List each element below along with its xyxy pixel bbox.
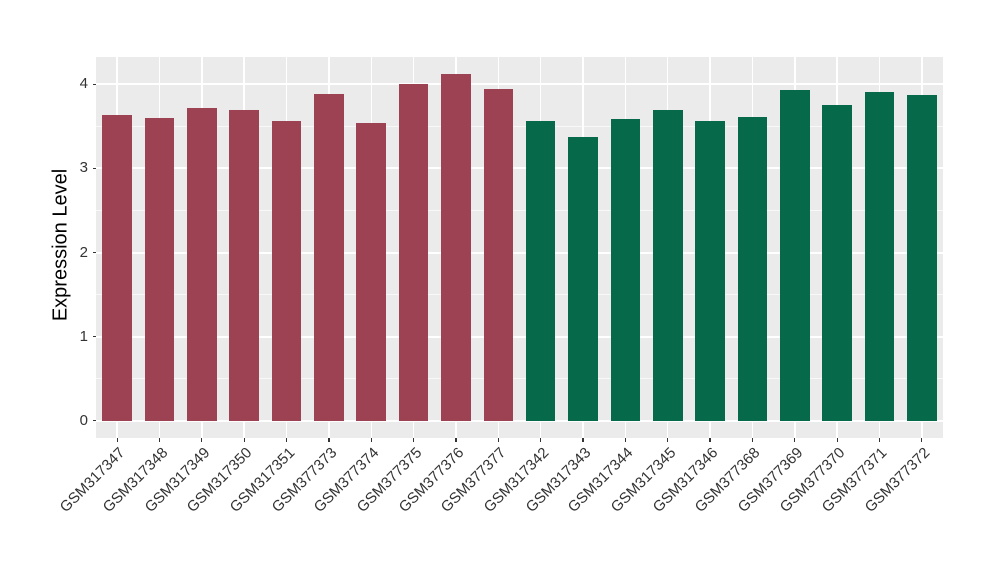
bar-GSM317351: [271, 121, 302, 421]
x-tick-mark: [497, 438, 499, 442]
x-tick-mark: [243, 438, 245, 442]
gridline-minor: [96, 378, 943, 380]
y-tick-mark: [92, 336, 96, 338]
x-tick-mark: [328, 438, 330, 442]
bar-GSM317344: [610, 118, 641, 421]
gridline-major: [96, 83, 943, 86]
x-tick-mark: [413, 438, 415, 442]
bar-GSM317347: [102, 114, 132, 421]
x-tick-mark: [921, 438, 923, 442]
bar-GSM377368: [737, 117, 768, 421]
bar-GSM377372: [907, 94, 937, 421]
bar-GSM377374: [356, 123, 387, 421]
x-tick-mark: [709, 438, 711, 442]
y-tick-label: 1: [79, 327, 88, 345]
gridline-major: [96, 167, 943, 170]
bar-GSM317342: [525, 121, 556, 421]
y-tick-mark: [92, 251, 96, 254]
gridline-major: [96, 335, 943, 338]
y-tick-mark: [92, 420, 96, 422]
x-tick-mark: [116, 438, 118, 442]
bar-GSM377373: [314, 93, 344, 421]
y-tick-label: 2: [79, 243, 88, 261]
y-tick-label: 3: [79, 159, 88, 177]
bar-GSM317350: [229, 109, 260, 421]
gridline-major: [96, 419, 943, 422]
y-tick-mark: [92, 167, 96, 170]
x-tick-mark: [540, 438, 542, 442]
x-tick-mark: [624, 438, 626, 442]
x-tick-mark: [836, 438, 838, 442]
gridline-minor: [96, 294, 943, 296]
y-tick-label: 0: [79, 411, 88, 429]
x-tick-mark: [582, 438, 584, 442]
x-tick-mark: [158, 438, 161, 442]
bar-GSM377377: [483, 89, 514, 421]
bar-GSM377369: [779, 90, 810, 421]
x-tick-mark: [667, 438, 669, 442]
gridline-minor: [96, 210, 943, 211]
x-tick-mark: [285, 438, 288, 442]
gridline-major: [96, 251, 943, 254]
bar-GSM377371: [864, 91, 895, 421]
x-tick-mark: [201, 438, 203, 442]
x-tick-mark: [878, 438, 881, 442]
bar-GSM317349: [187, 107, 217, 421]
bar-GSM317348: [144, 118, 175, 421]
plot-panel: [96, 57, 943, 438]
gridline-minor: [96, 125, 943, 127]
x-tick-mark: [794, 438, 796, 442]
x-tick-mark: [370, 438, 372, 442]
bar-GSM377370: [822, 104, 852, 421]
bar-GSM317345: [652, 109, 683, 421]
x-tick-mark: [455, 438, 457, 442]
bar-GSM317343: [568, 136, 598, 421]
y-tick-mark: [92, 83, 96, 85]
y-tick-label: 4: [79, 75, 88, 93]
bar-GSM377375: [398, 84, 429, 421]
bar-GSM317346: [695, 121, 725, 421]
bar-GSM377376: [441, 74, 471, 421]
x-tick-mark: [751, 438, 753, 442]
